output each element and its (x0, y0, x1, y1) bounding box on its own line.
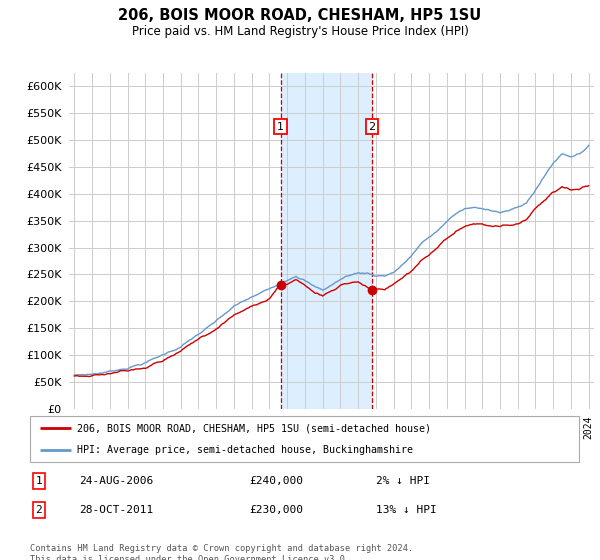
Text: 2% ↓ HPI: 2% ↓ HPI (376, 476, 430, 486)
Text: 1: 1 (277, 122, 284, 132)
Text: 206, BOIS MOOR ROAD, CHESHAM, HP5 1SU: 206, BOIS MOOR ROAD, CHESHAM, HP5 1SU (118, 8, 482, 24)
Text: 28-OCT-2011: 28-OCT-2011 (79, 505, 154, 515)
Bar (281, 73, 372, 409)
Text: 2: 2 (35, 505, 42, 515)
Text: HPI: Average price, semi-detached house, Buckinghamshire: HPI: Average price, semi-detached house,… (77, 445, 413, 455)
Text: 1: 1 (35, 476, 42, 486)
Text: Price paid vs. HM Land Registry's House Price Index (HPI): Price paid vs. HM Land Registry's House … (131, 25, 469, 38)
FancyBboxPatch shape (30, 416, 579, 462)
Text: £240,000: £240,000 (250, 476, 304, 486)
Text: £230,000: £230,000 (250, 505, 304, 515)
Text: 206, BOIS MOOR ROAD, CHESHAM, HP5 1SU (semi-detached house): 206, BOIS MOOR ROAD, CHESHAM, HP5 1SU (s… (77, 423, 431, 433)
Text: 13% ↓ HPI: 13% ↓ HPI (376, 505, 437, 515)
Text: Contains HM Land Registry data © Crown copyright and database right 2024.
This d: Contains HM Land Registry data © Crown c… (30, 544, 413, 560)
Text: 2: 2 (368, 122, 376, 132)
Text: 24-AUG-2006: 24-AUG-2006 (79, 476, 154, 486)
